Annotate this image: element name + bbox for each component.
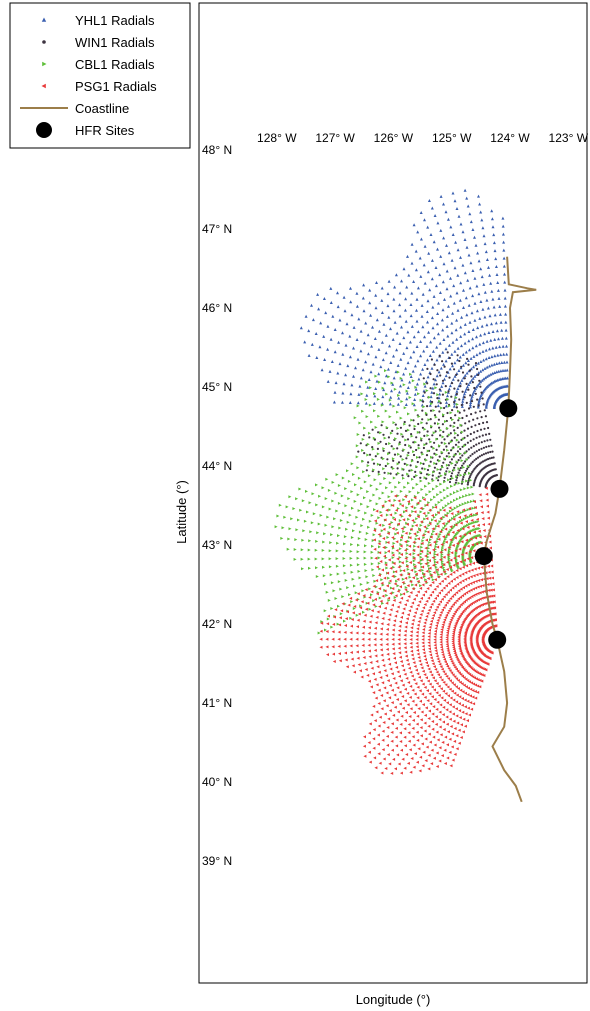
lon-tick-label: 123° W (549, 131, 589, 145)
lat-tick-label: 45° N (202, 380, 232, 394)
lon-tick-label: 126° W (374, 131, 414, 145)
lon-tick-label: 128° W (257, 131, 297, 145)
legend-label: CBL1 Radials (75, 57, 155, 72)
legend-triangle-swatch (41, 17, 47, 22)
hfr-site-win1 (490, 479, 509, 498)
coastline-line (482, 256, 537, 803)
legend-label: Coastline (75, 101, 129, 116)
legend-item-4: Coastline (20, 101, 129, 116)
hfr-site-yhl1 (499, 399, 518, 418)
legend-item-2: CBL1 Radials (42, 57, 155, 72)
lat-tick-label: 46° N (202, 301, 232, 315)
lat-tick-label: 41° N (202, 696, 232, 710)
legend-item-1: WIN1 Radials (42, 35, 155, 50)
legend: YHL1 Radials WIN1 Radials CBL1 Radials PSG1… (9, 2, 191, 149)
map-frame (198, 2, 588, 984)
y-axis-label: Latitude (°) (174, 480, 189, 544)
lat-tick-label: 44° N (202, 459, 232, 473)
radials-layer (274, 188, 510, 775)
lat-tick-label: 48° N (202, 143, 232, 157)
hfr-sites (474, 399, 518, 649)
radials-yhl1 (299, 188, 510, 409)
lat-tick-label: 39° N (202, 854, 232, 868)
longitude-tick-labels: 128° W 127° W 126° W 125° W 124° W 123° W (257, 131, 589, 145)
legend-triangle-swatch (41, 83, 46, 89)
lon-tick-label: 124° W (490, 131, 530, 145)
legend-label: HFR Sites (75, 123, 135, 138)
lon-tick-label: 127° W (315, 131, 355, 145)
legend-item-3: PSG1 Radials (41, 79, 157, 94)
legend-item-0: YHL1 Radials (41, 13, 155, 28)
latitude-tick-labels: 48° N 47° N 46° N 45° N 44° N 43° N 42° N 41° N… (202, 143, 232, 868)
lat-tick-label: 47° N (202, 222, 232, 236)
x-axis-label: Longitude (°) (356, 992, 431, 1007)
legend-label: PSG1 Radials (75, 79, 157, 94)
lon-tick-label: 125° W (432, 131, 472, 145)
legend-site-swatch (36, 122, 52, 138)
legend-item-5: HFR Sites (36, 122, 135, 138)
lat-tick-label: 43° N (202, 538, 232, 552)
radials-psg1 (319, 486, 498, 775)
legend-dot-swatch (42, 40, 46, 44)
radials-win1 (357, 351, 498, 489)
lat-tick-label: 42° N (202, 617, 232, 631)
legend-label: YHL1 Radials (75, 13, 155, 28)
legend-triangle-swatch (42, 61, 47, 67)
hfr-site-psg1 (488, 630, 507, 649)
hfr-site-cbl1 (474, 547, 493, 566)
legend-label: WIN1 Radials (75, 35, 155, 50)
lat-tick-label: 40° N (202, 775, 232, 789)
